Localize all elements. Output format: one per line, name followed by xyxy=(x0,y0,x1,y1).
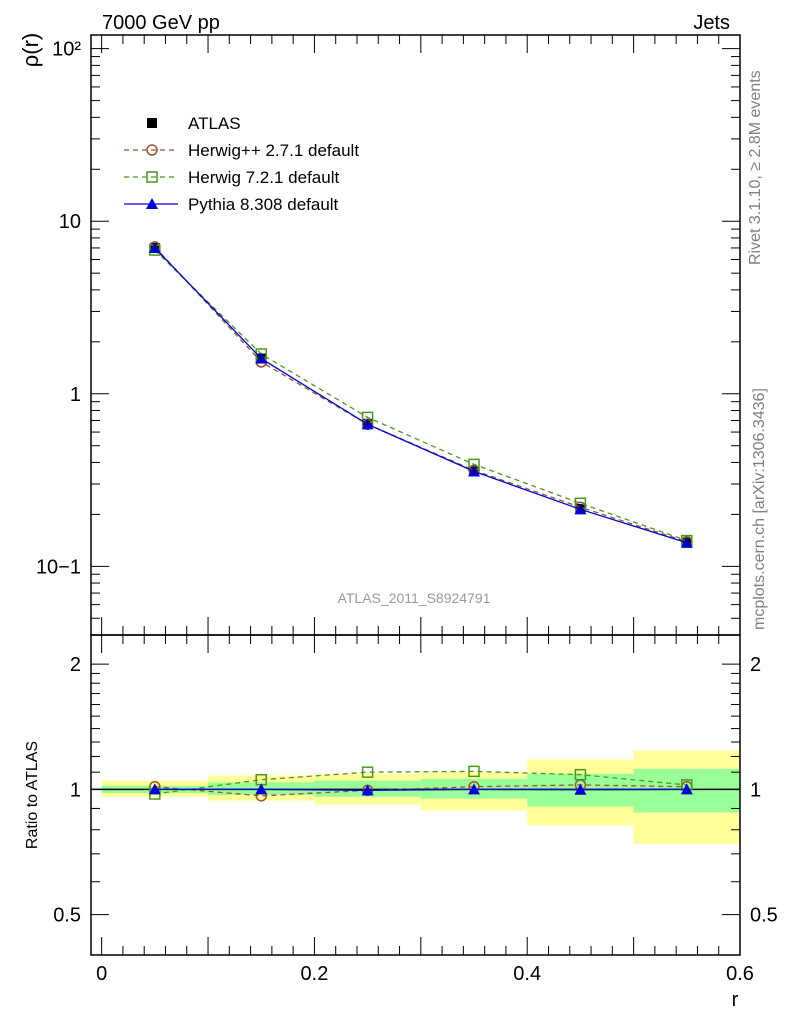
ratio-y-axis-label: Ratio to ATLAS xyxy=(24,741,41,849)
legend-marker xyxy=(146,171,158,183)
x-tick-label: 0.6 xyxy=(726,963,754,985)
ratio-data-point xyxy=(574,768,587,781)
main-y-tick-label: 10 xyxy=(59,211,81,233)
mcplots-label: mcplots.cern.ch [arXiv:1306.3436] xyxy=(751,388,768,630)
ratio-data-point xyxy=(468,765,480,778)
main-y-tick-label: 10−1 xyxy=(36,556,81,578)
rivet-label: Rivet 3.1.10, ≥ 2.8M events xyxy=(747,70,764,265)
main-series-line xyxy=(154,249,688,542)
main-series-line xyxy=(154,246,688,543)
ratio-y-tick-label-right: 2 xyxy=(750,654,761,676)
watermark: ATLAS_2011_S8924791 xyxy=(338,590,491,606)
ratio-data-point xyxy=(148,783,161,795)
ratio-series-line xyxy=(154,788,687,791)
ratio-data-point xyxy=(255,783,268,795)
main-y-tick-label: 10² xyxy=(52,39,81,61)
ratio-data-point xyxy=(574,783,587,795)
ratio-frame xyxy=(90,634,741,956)
legend-label: Herwig++ 2.7.1 default xyxy=(188,141,359,160)
legend-marker xyxy=(146,144,158,156)
chart-layer: 10−1 1 10 10² 0.5 0.5 1 1 2 2 0 0.2 0.4 0.6 ATLAS Herwi… xyxy=(36,34,778,985)
legend-marker xyxy=(147,118,157,128)
ratio-y-tick-label-right: 0.5 xyxy=(750,905,778,927)
header-left: 7000 GeV pp xyxy=(102,12,220,34)
ratio-data-point xyxy=(361,766,374,778)
legend-label: Herwig 7.2.1 default xyxy=(188,168,339,187)
x-tick-label: 0.2 xyxy=(301,963,329,985)
x-tick-label: 0 xyxy=(96,963,107,985)
x-axis-label: r xyxy=(732,989,739,1011)
x-tick-label: 0.4 xyxy=(513,963,541,985)
ratio-data-point xyxy=(680,783,693,795)
ratio-y-tick-label-right: 1 xyxy=(750,779,761,801)
ratio-data-point xyxy=(361,784,374,796)
header-right: Jets xyxy=(693,12,730,34)
main-y-tick-label: 1 xyxy=(70,384,81,406)
legend-marker xyxy=(146,198,158,209)
ratio-series-line xyxy=(154,770,687,795)
ratio-y-tick-label-left: 2 xyxy=(70,654,81,676)
main-y-axis-label: ρ(r) xyxy=(18,33,43,68)
legend-label: Pythia 8.308 default xyxy=(188,195,339,214)
main-series-line xyxy=(154,247,687,544)
ratio-data-point xyxy=(468,783,481,795)
legend-label: ATLAS xyxy=(188,114,241,133)
ratio-y-tick-label-left: 1 xyxy=(70,779,81,801)
ratio-y-tick-label-left: 0.5 xyxy=(53,905,81,927)
ratio-series-line xyxy=(154,784,687,797)
